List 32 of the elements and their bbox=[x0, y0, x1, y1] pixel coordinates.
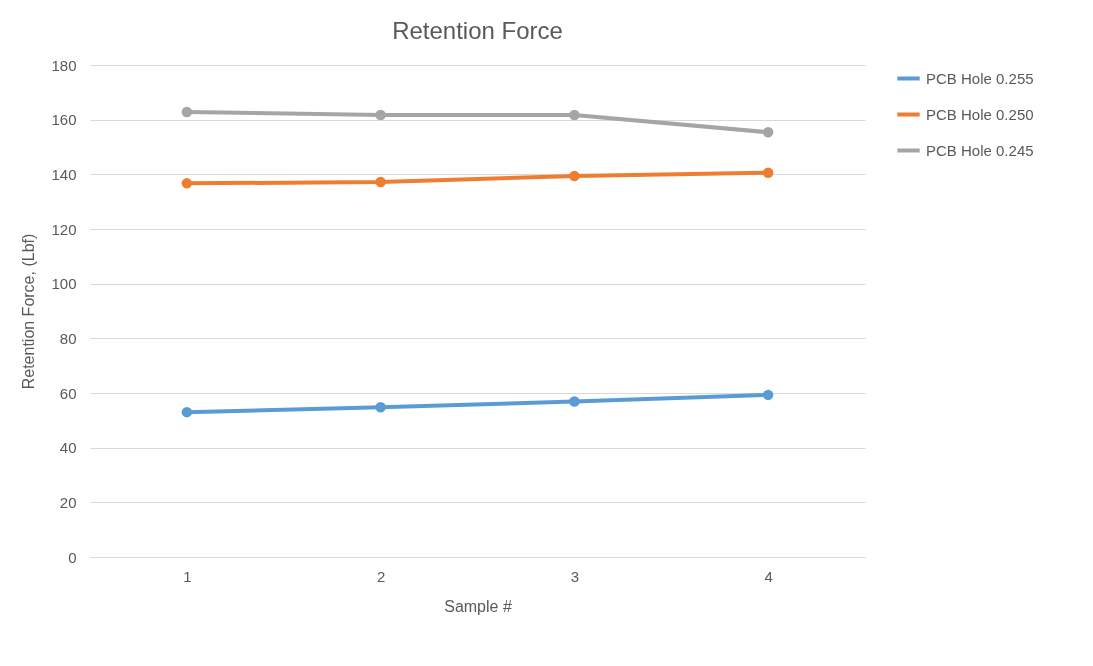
point bbox=[569, 109, 580, 121]
legend-label: PCB Hole 0.245 bbox=[926, 141, 1034, 159]
x-tick-label: 1 bbox=[183, 567, 192, 585]
point bbox=[762, 167, 774, 178]
point bbox=[569, 170, 580, 182]
point bbox=[181, 406, 193, 418]
y-tick-label: 160 bbox=[51, 111, 77, 129]
x-axis-title: Sample # bbox=[444, 597, 512, 615]
point bbox=[375, 176, 386, 188]
point bbox=[569, 396, 580, 407]
x-tick-label: 4 bbox=[764, 567, 773, 585]
y-tick-label: 120 bbox=[51, 220, 77, 238]
legend-label: PCB Hole 0.255 bbox=[926, 69, 1034, 87]
y-tick-label: 80 bbox=[59, 329, 77, 347]
y-tick-label: 0 bbox=[68, 548, 77, 566]
point bbox=[181, 106, 193, 118]
y-tick-label: 180 bbox=[51, 56, 77, 74]
chart-title: Retention Force bbox=[392, 17, 563, 44]
y-tick-label: 40 bbox=[59, 439, 77, 457]
point bbox=[762, 127, 774, 138]
x-tick-label: 2 bbox=[376, 567, 386, 585]
point bbox=[375, 401, 386, 413]
point bbox=[181, 178, 193, 189]
x-tick-label: 3 bbox=[570, 567, 580, 585]
point bbox=[375, 109, 386, 121]
y-tick-label: 100 bbox=[51, 275, 77, 293]
y-tick-label: 20 bbox=[59, 493, 77, 511]
y-tick-label: 60 bbox=[59, 384, 77, 402]
y-tick-label: 140 bbox=[51, 165, 77, 183]
y-axis-title: Retention Force, (Lbf) bbox=[20, 233, 38, 390]
legend-label: PCB Hole 0.250 bbox=[926, 105, 1034, 123]
point bbox=[762, 389, 774, 401]
